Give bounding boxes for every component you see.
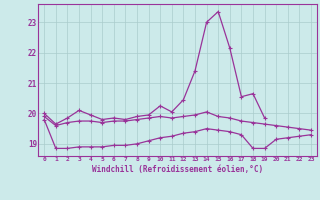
X-axis label: Windchill (Refroidissement éolien,°C): Windchill (Refroidissement éolien,°C) — [92, 165, 263, 174]
